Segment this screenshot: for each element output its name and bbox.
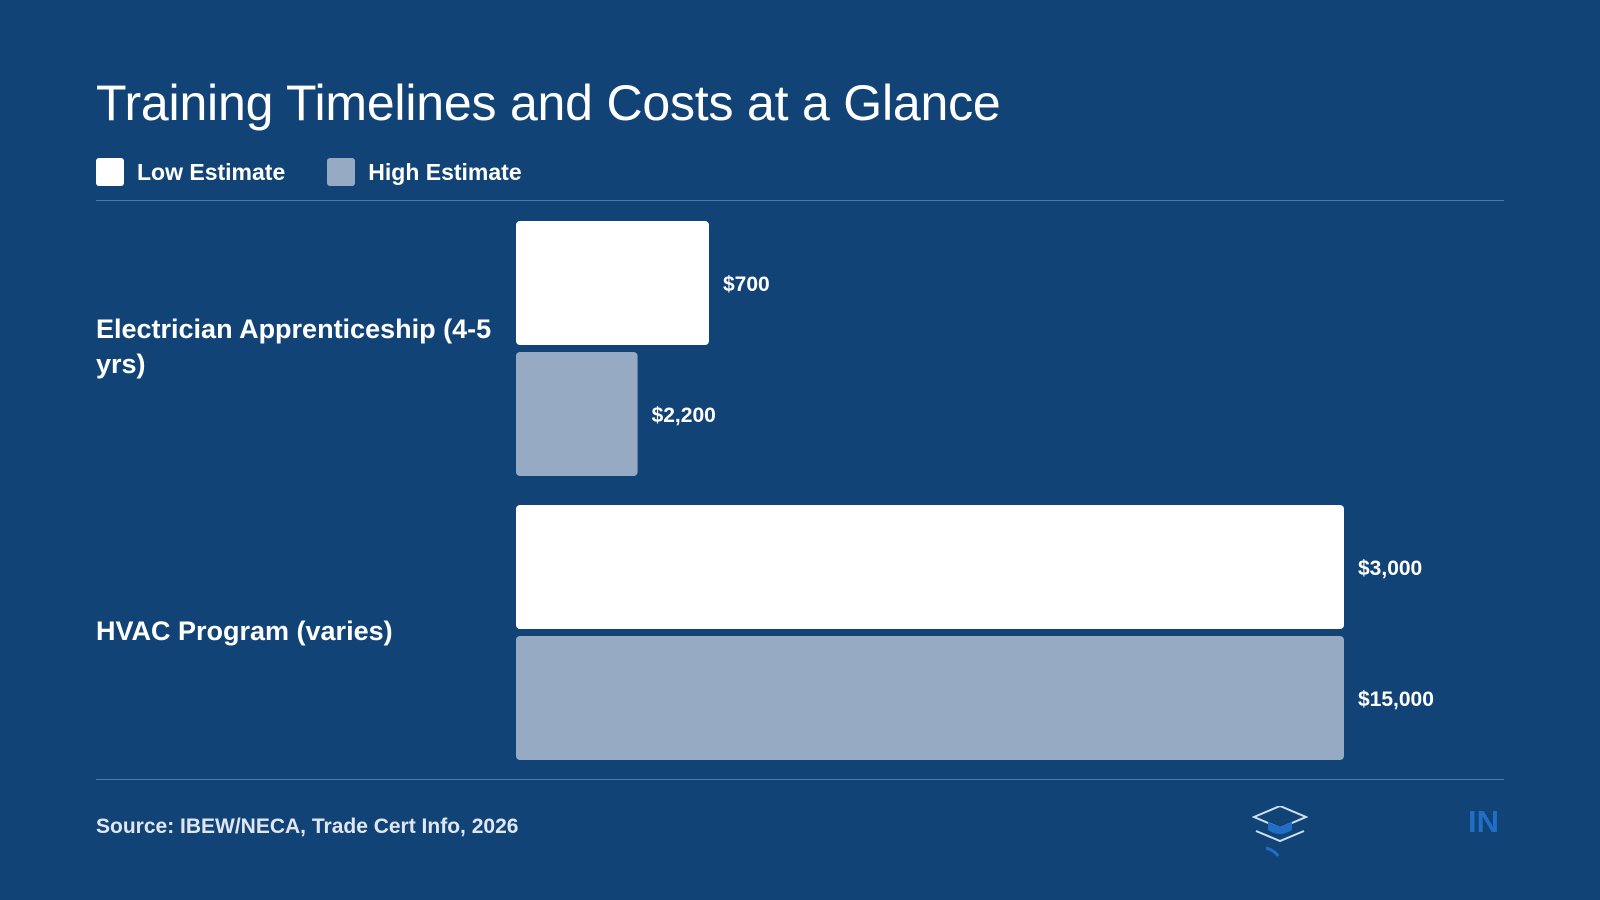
legend-swatch-low: [96, 158, 124, 186]
value-label-low-0: $700: [723, 273, 770, 296]
category-label-hvac: HVAC Program (varies): [96, 616, 393, 646]
legend-item-low: Low Estimate: [96, 158, 285, 186]
bar-high-0: [516, 352, 638, 476]
value-label-high-0: $2,200: [652, 404, 716, 427]
top-divider: [96, 200, 1504, 201]
chart-title: Training Timelines and Costs at a Glance: [96, 75, 1001, 131]
category-label-electrician: Electrician Apprenticeship (4-5 yrs): [96, 314, 492, 379]
brand-mark: IN: [1468, 804, 1499, 839]
legend-item-high: High Estimate: [327, 158, 522, 186]
value-label-low-1: $3,000: [1358, 557, 1422, 580]
bar-high-1: [516, 636, 1344, 760]
legend: Low Estimate High Estimate: [96, 158, 564, 186]
bar-low-1: [516, 505, 1344, 629]
legend-label-low: Low Estimate: [137, 158, 286, 185]
legend-swatch-high: [327, 158, 356, 186]
bottom-divider: [96, 779, 1504, 780]
legend-label-high: High Estimate: [368, 158, 522, 185]
bar-low-0: [516, 221, 709, 345]
source-note: Source: IBEW/NECA, Trade Cert Info, 2026: [96, 815, 519, 838]
graduation-cap-book-icon: [1251, 804, 1309, 867]
value-label-high-1: $15,000: [1358, 688, 1434, 711]
